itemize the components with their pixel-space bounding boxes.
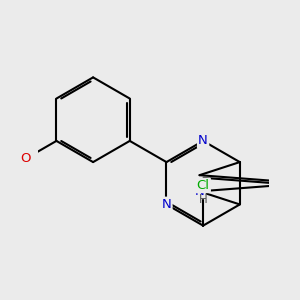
Text: N: N (198, 134, 208, 147)
Text: N: N (195, 185, 204, 198)
Text: H: H (199, 193, 208, 206)
Text: N: N (162, 198, 171, 211)
Text: Cl: Cl (196, 179, 210, 192)
Text: O: O (20, 152, 31, 165)
